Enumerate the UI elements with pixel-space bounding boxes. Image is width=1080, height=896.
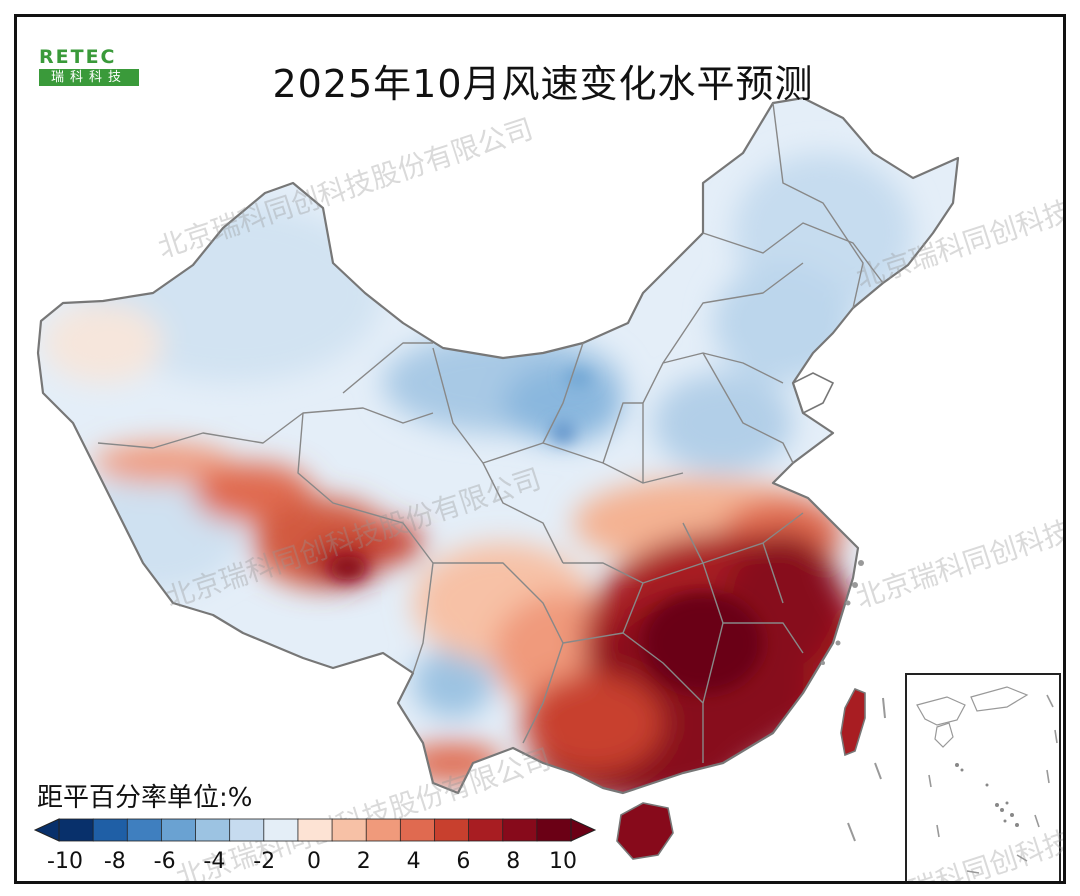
colorbar-swatch (297, 818, 333, 842)
inset-map (916, 686, 1058, 874)
colorbar-swatch (331, 818, 368, 842)
south-china-sea-inset (905, 673, 1061, 881)
colorbar-swatch (229, 818, 265, 842)
province-borders (97, 102, 884, 763)
china-wind-anomaly-map (36, 96, 960, 860)
china-outline (36, 96, 960, 795)
colorbar-swatch (126, 818, 163, 842)
colorbar-min-arrow (33, 818, 60, 842)
colorbar-swatch (160, 818, 197, 842)
taiwan-island (840, 687, 866, 757)
colorbar-swatch (92, 818, 129, 842)
colorbar-tick-label: -4 (203, 849, 226, 874)
coastal-islands (821, 560, 864, 665)
colorbar-swatch (434, 818, 470, 842)
colorbar-tick-label: -10 (47, 849, 83, 874)
colorbar-swatch (536, 818, 572, 842)
colorbar-tick-label: 8 (506, 849, 521, 874)
sea-dash-lines (847, 697, 886, 842)
colorbar-tick-label: 0 (307, 849, 321, 874)
colorbar-swatch (468, 818, 504, 842)
colorbar-tick-label: -2 (253, 849, 276, 874)
colorbar-swatch (502, 818, 538, 842)
colorbar-tick-label: 10 (549, 849, 577, 874)
logo-subtitle: 瑞科科技 (39, 69, 139, 86)
shandong-coast (792, 372, 835, 414)
colorbar-tick-label: -8 (103, 849, 126, 874)
colorbar-swatch (263, 818, 299, 842)
hainan-island (616, 802, 674, 860)
colorbar-swatch (365, 818, 402, 842)
colorbar-swatch (399, 818, 436, 842)
company-logo: RETEC 瑞科科技 (39, 47, 139, 86)
map-frame: 北京瑞科同创科技股份有限公司 北京瑞科同创科技股份有限公司 北京瑞科同创科技股份… (14, 14, 1066, 884)
colorbar-tick-label: 6 (456, 849, 471, 874)
colorbar-tick-label: 2 (356, 849, 371, 874)
colorbar-swatch (195, 818, 231, 842)
logo-wordmark: RETEC (39, 46, 117, 68)
colorbar-tick-label: 4 (406, 849, 421, 874)
colorbar-max-arrow (570, 818, 597, 842)
colorbar (33, 818, 597, 842)
colorbar-swatch (58, 818, 95, 842)
legend-title: 距平百分率单位:% (37, 783, 253, 813)
colorbar-tick-label: -6 (153, 849, 176, 874)
map-title: 2025年10月风速变化水平预测 (272, 62, 814, 106)
